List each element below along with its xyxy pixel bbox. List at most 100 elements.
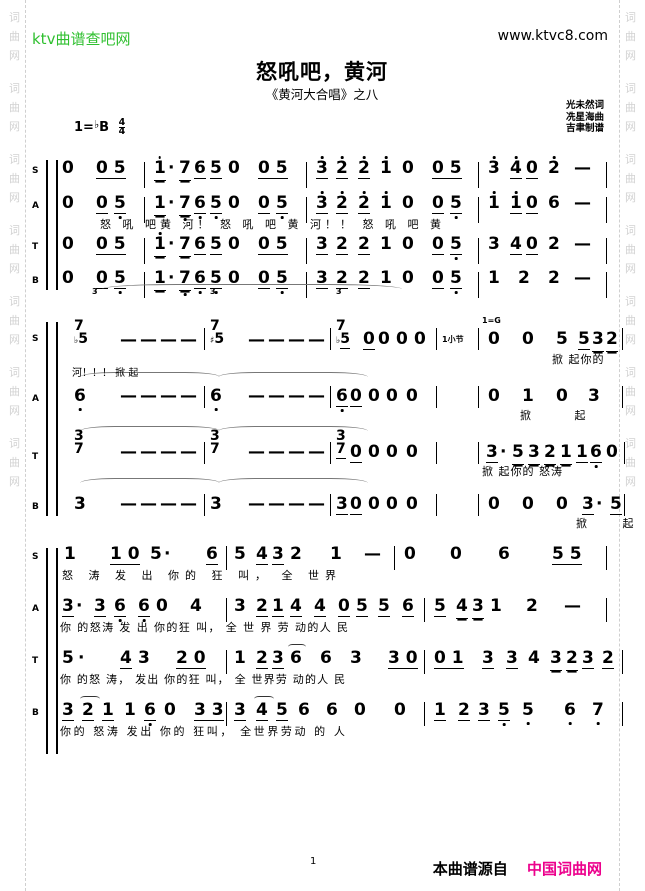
staff-b-3: 3 2 1 1 6 0 3 3 3 4 5 6 6 0 0 1 2 3 5 5 … (58, 696, 623, 748)
tie-b2-1 (80, 478, 220, 488)
watermark-char: 词 (625, 366, 636, 379)
watermark-char: 网 (9, 475, 20, 488)
voice-label-b-3: B (32, 708, 39, 718)
watermark-left: 词曲网词曲网词曲网词曲网词曲网词曲网词曲网 (4, 0, 26, 891)
time-signature: 4 4 (118, 117, 126, 137)
source-brand: 中国词曲网 (526, 860, 602, 878)
source-credit: 本曲谱源自 中国词曲网 (433, 858, 602, 879)
staff-b-2: 3 — — — — 3 — — — — 3 0 0 0 0 0 0 0 3 · … (58, 478, 634, 534)
lyrics-b-3: 你的 怒涛 发出 你的 狂叫， 全世界劳动 的 人 (60, 725, 348, 738)
staff-a-3: 3 · 3 6 6 0 4 3 2 1 4 4 0 5 5 6 5 4 3 1 … (58, 598, 612, 644)
watermark-char: 网 (625, 191, 636, 204)
page-title: 怒吼吧，黄河 (256, 60, 388, 84)
lyrics-b-2: 掀 起 (576, 517, 645, 530)
voice-label-a: A (32, 201, 39, 211)
watermark-char: 曲 (625, 385, 636, 398)
watermark-char: 词 (9, 366, 20, 379)
system-3: S A T B 1 1 0 5 · 6 5 4 3 2 1 — 0 0 6 5 … (32, 546, 623, 772)
page-subtitle: 《黄河大合唱》之八 (265, 87, 379, 102)
credit-transcriber: 吉聿制谱 (565, 123, 604, 134)
lyrics-s-3: 怒 涛 发 出 你的 狂 叫， 全 世界 (62, 569, 342, 582)
tie-t2-2 (218, 426, 368, 436)
system-brace (46, 160, 58, 290)
watermark-char: 词 (9, 224, 20, 237)
site-logo: ktv曲谱查吧网 (32, 30, 131, 48)
watermark-char: 网 (625, 120, 636, 133)
credits: 光未然词 冼星海曲 吉聿制谱 (566, 100, 604, 135)
time-denominator: 4 (118, 126, 126, 137)
watermark-char: 曲 (9, 456, 20, 469)
staff-b-1: 0 0 5 1 · 7 6 5 0 0 5 3 2 2 1 0 0 5 1 2 … (58, 270, 612, 304)
grace-3-a: 3 (92, 287, 98, 296)
staff-s-2: 7 ♭5 — — — — 7 ♯5 — — — — 7 ♭5 0 0 0 0 1小节 … (58, 316, 623, 372)
watermark-char: 曲 (625, 314, 636, 327)
watermark-char: 网 (9, 262, 20, 275)
system-brace-2 (46, 322, 58, 516)
watermark-char: 词 (625, 82, 636, 95)
watermark-char: 词 (9, 437, 20, 450)
rest-bars-marker: 1小节 (442, 335, 464, 344)
lyrics-t-2: 掀 起你的 怒涛 (482, 465, 563, 478)
time-numerator: 4 (118, 117, 126, 128)
slur-b-3 (80, 696, 100, 702)
watermark-char: 曲 (9, 101, 20, 114)
flat-icon: ♭ (93, 118, 100, 131)
lyrics-a-3: 你 的怒涛 发 出 你的狂 叫， 全 世 界 劳 动的人 民 (60, 621, 350, 634)
watermark-char: 网 (625, 404, 636, 417)
sheet-page: ktv曲谱查吧网 www.ktvc8.com 怒吼吧，黄河 《黄河大合唱》之八 … (32, 0, 634, 891)
chord-s2-3: 7 ♭5 (336, 318, 350, 349)
voice-label-b-2: B (32, 502, 39, 512)
watermark-char: 网 (9, 404, 20, 417)
watermark-char: 词 (625, 437, 636, 450)
watermark-char: 曲 (625, 243, 636, 256)
watermark-char: 网 (9, 333, 20, 346)
watermark-char: 网 (9, 191, 20, 204)
watermark-char: 曲 (9, 30, 20, 43)
slur-t-3 (288, 644, 306, 650)
watermark-char: 词 (9, 295, 20, 308)
credit-composer: 冼星海曲 (565, 111, 604, 123)
tie-a2-1 (80, 372, 220, 382)
staff-s-1: 0 0 5 1 · 7 6 5 0 0 5 3 2 2 1 0 0 5 3 4 … (58, 160, 612, 194)
voice-label-t-2: T (32, 452, 39, 462)
watermark-char: 曲 (9, 243, 20, 256)
system-2: S A T B 7 ♭5 — — — — 7 ♯5 — — — — 7 ♭5 0 0 … (32, 316, 634, 534)
watermark-char: 网 (625, 262, 636, 275)
staff-t-1: 0 0 5 1 · 7 6 5 0 0 5 3 2 2 1 0 0 5 3 4 … (58, 236, 612, 270)
watermark-char: 网 (9, 49, 20, 62)
staff-a-2: 6 — — — — 6 — — — — 6 0 0 0 0 0 1 0 3 河！… (58, 368, 623, 426)
watermark-char: 曲 (625, 30, 636, 43)
staff-t-3: 5 · 4 3 2 0 1 2 3 6 6 3 3 0 0 1 3 3 4 3 … (58, 644, 623, 696)
watermark-char: 词 (9, 11, 20, 24)
lyrics-a-2b: 掀 起 (520, 409, 606, 422)
watermark-char: 曲 (9, 314, 20, 327)
watermark-char: 网 (625, 49, 636, 62)
watermark-char: 曲 (9, 172, 20, 185)
source-label: 本曲谱源自 (432, 860, 508, 878)
voice-label-a-3: A (32, 604, 39, 614)
chord-s2-2: 7 ♯5 (210, 318, 225, 347)
tie-b2-2 (218, 478, 368, 488)
chord-s2-1: 7 ♭5 (74, 318, 88, 347)
voice-label-t-3: T (32, 656, 39, 666)
staff-a-1: 0 0 5 1 · 7 6 5 0 0 5 3 2 2 1 0 0 5 1 1 … (58, 195, 612, 231)
voice-label-s-3: S (32, 552, 39, 562)
watermark-char: 曲 (625, 172, 636, 185)
watermark-char: 曲 (9, 385, 20, 398)
site-url: www.ktvc8.com (497, 28, 608, 44)
lyrics-s-2: 掀 起你的 (552, 353, 605, 366)
system-1: S A T B 0 0 5 1 · 7 6 5 0 0 5 3 2 2 1 0 … (32, 158, 612, 306)
watermark-char: 词 (625, 153, 636, 166)
tie-a2-2 (218, 372, 368, 382)
watermark-char: 网 (625, 475, 636, 488)
tie-b-1 (102, 284, 402, 294)
voice-label-a-2: A (32, 394, 39, 404)
voice-label-s: S (32, 166, 39, 176)
key-label: 1= (74, 120, 94, 135)
watermark-char: 词 (625, 224, 636, 237)
watermark-char: 曲 (625, 456, 636, 469)
